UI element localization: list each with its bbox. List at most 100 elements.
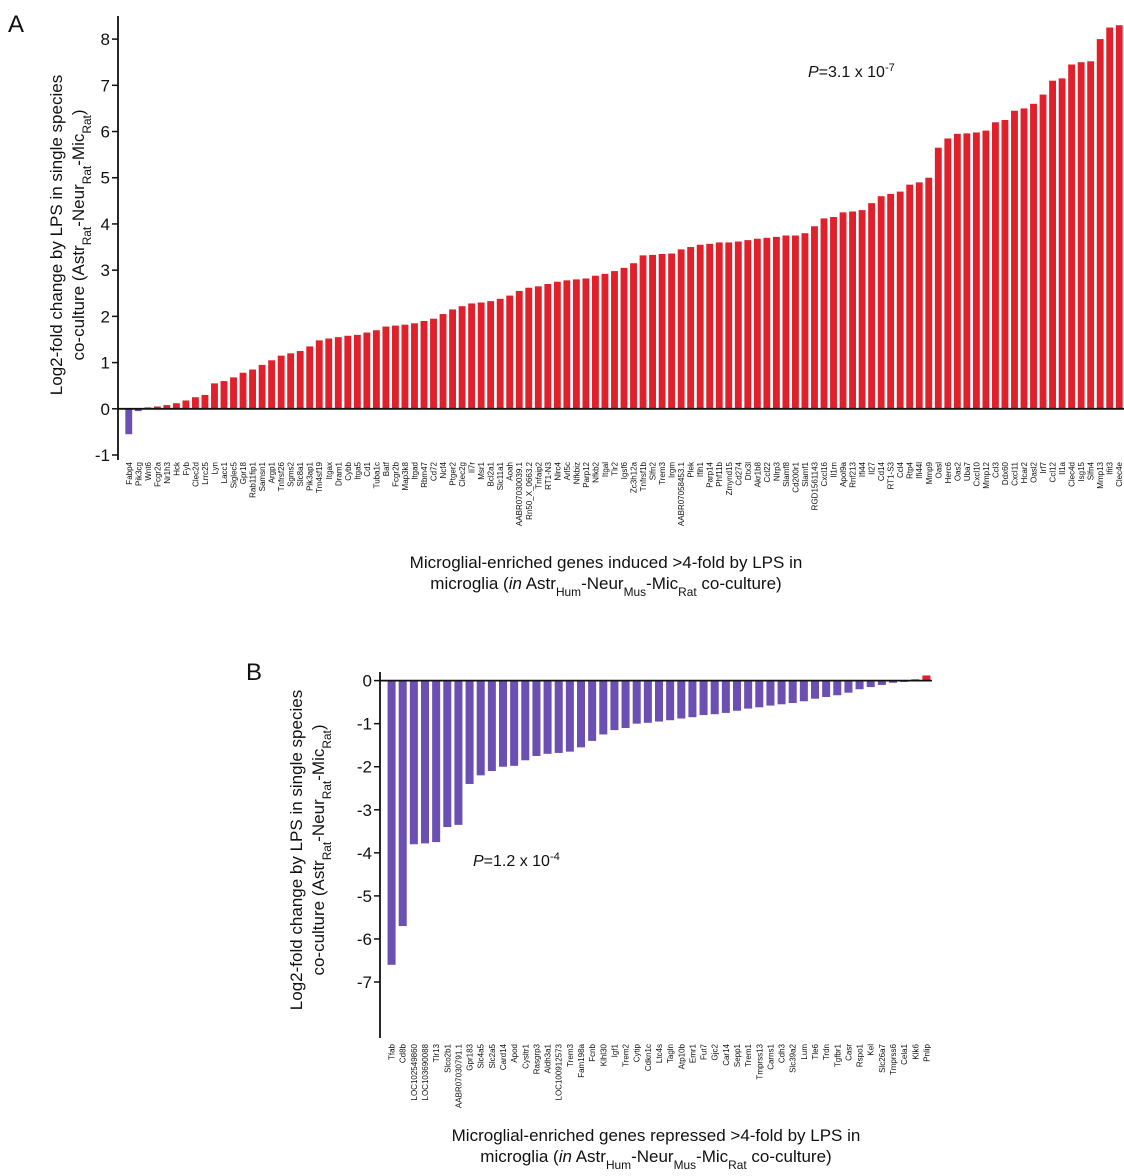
bar — [632, 680, 641, 724]
x-axis-label: microglia (in AstrHum-NeurMus-MicRat co-… — [430, 574, 781, 599]
bar — [477, 302, 485, 409]
x-tick-label: Tlr13 — [432, 1043, 441, 1062]
bar — [696, 244, 704, 409]
x-tick-label: Kel — [867, 1044, 876, 1056]
y-tick-label: 8 — [101, 30, 110, 49]
x-tick-label: Ccl4 — [896, 461, 905, 478]
x-tick-label: Cxcl10 — [972, 461, 981, 486]
x-tick-label: Rbm47 — [420, 461, 429, 487]
x-tick-label: Tfab — [388, 1043, 397, 1060]
x-tick-label: Oas2 — [953, 461, 962, 481]
bar — [582, 278, 590, 409]
x-tick-label: Aoah — [506, 462, 515, 481]
y-tick-label: 7 — [101, 76, 110, 95]
text-part: ) — [309, 724, 328, 730]
x-tick-label: Slamf1 — [801, 461, 810, 486]
text-part: co-culture (Astr — [69, 245, 88, 361]
x-tick-label: Tlr2 — [610, 461, 619, 475]
bar — [392, 325, 399, 409]
bar — [649, 254, 656, 409]
bar — [182, 400, 190, 409]
bar — [153, 406, 161, 409]
bar — [687, 247, 695, 409]
x-tick-label: Il1a — [1058, 461, 1067, 474]
bar — [576, 680, 586, 748]
bar — [363, 332, 371, 409]
x-tick-label: Cdkn1c — [644, 1044, 653, 1071]
x-tick-label: Il27 — [868, 461, 877, 474]
bar — [866, 680, 875, 688]
bar — [706, 243, 714, 409]
bar — [325, 338, 333, 409]
x-tick-label: Tnfaip2 — [534, 461, 543, 488]
x-tick-label: Hcar2 — [1020, 461, 1029, 483]
x-tick-label: Rnf213 — [849, 461, 858, 487]
bar — [620, 267, 628, 409]
x-tick-label: Lum — [800, 1044, 809, 1060]
x-tick-label: Itgad — [410, 462, 419, 480]
bar — [992, 122, 999, 409]
bar — [306, 346, 314, 409]
text-part: Rat — [320, 841, 334, 860]
x-tick-label: Hck — [172, 461, 181, 476]
x-tick-label: Fyb — [182, 461, 191, 475]
bar — [877, 196, 885, 409]
bar — [387, 680, 396, 965]
bar — [487, 680, 496, 772]
x-tick-label: Batf — [382, 461, 391, 476]
text-part: Mus — [624, 585, 647, 599]
bar — [498, 680, 508, 767]
y-axis-label: co-culture (AstrRat-NeurRat-MicRat) — [69, 109, 94, 360]
x-tick-label: Arl5c — [563, 462, 572, 480]
bar — [134, 408, 142, 412]
bar — [721, 680, 730, 713]
x-tick-label: Zmynd15 — [725, 461, 734, 495]
x-tick-label: Carns1 — [766, 1043, 775, 1069]
x-tick-label: AABR07058453.1 — [677, 461, 686, 526]
bar — [888, 680, 898, 683]
x-tick-label: Fam198a — [577, 1043, 586, 1077]
bar — [506, 295, 514, 409]
bar — [565, 680, 574, 752]
bar — [525, 287, 533, 409]
x-tick-label: Nr1h3 — [163, 461, 172, 483]
x-tick-label: Slc39a2 — [789, 1043, 798, 1072]
x-tick-label: Dram1 — [334, 461, 343, 486]
x-tick-label: Dtx3l — [744, 462, 753, 480]
x-tick-label: Fcgr2a — [153, 461, 162, 486]
x-tick-label: Slc26a7 — [878, 1043, 887, 1072]
text-part: Hum — [556, 585, 581, 599]
bar — [810, 680, 820, 699]
x-tick-label: Ddx60 — [1001, 461, 1010, 485]
bar — [592, 275, 599, 409]
bar — [163, 405, 171, 409]
bar — [1001, 119, 1009, 409]
x-tick-label: Parp14 — [706, 461, 715, 487]
x-tick-label: Cela1 — [900, 1043, 909, 1064]
x-tick-label: Mmp9 — [925, 461, 934, 484]
x-tick-label: Cytip — [633, 1043, 642, 1062]
bar — [258, 364, 266, 409]
bar — [268, 360, 276, 409]
x-tick-label: Fcnb — [588, 1043, 597, 1061]
x-tick-label: Lyn — [210, 462, 219, 475]
x-tick-label: Samsn1 — [258, 461, 267, 491]
bar — [610, 680, 619, 731]
text-part: co-culture) — [747, 1147, 832, 1166]
x-tick-label: Isg15 — [1077, 461, 1086, 481]
y-tick-label: -3 — [357, 801, 372, 820]
bar — [382, 326, 390, 409]
bar — [599, 680, 608, 735]
y-tick-label: 6 — [101, 123, 110, 142]
x-tick-label: Pnlip — [922, 1043, 931, 1061]
bar — [239, 372, 247, 409]
x-tick-label: Card14 — [499, 1043, 508, 1070]
bar — [465, 680, 474, 784]
y-tick-label: 0 — [101, 400, 110, 419]
bar — [734, 241, 742, 409]
text-part: co-culture) — [697, 574, 782, 593]
x-tick-label: Rtp4 — [906, 461, 915, 478]
x-tick-label: AABR07030039.1 — [515, 461, 524, 526]
x-tick-label: Cysltr1 — [521, 1043, 530, 1068]
